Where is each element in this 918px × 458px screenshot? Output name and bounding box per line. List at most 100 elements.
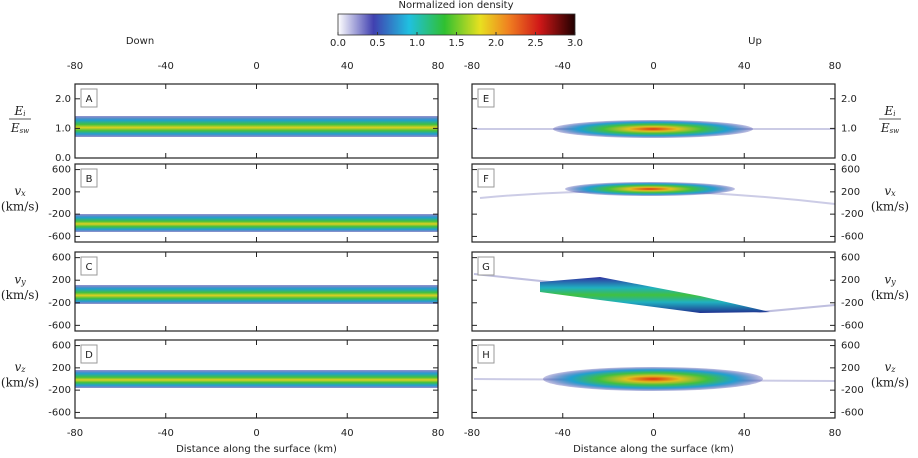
x-tick-label: -40 [555, 61, 571, 72]
panel-label: E [483, 94, 489, 105]
x-tick-label: -40 [158, 428, 174, 439]
density-band [75, 370, 438, 388]
y-label-symbol-text: v [884, 184, 891, 198]
x-tick-label: 0 [650, 428, 656, 439]
y-tick-label: 600 [841, 341, 860, 352]
y-label-denominator: Esw [880, 121, 899, 136]
y-label-numerator: Ei [13, 104, 25, 119]
y-tick-label: -600 [841, 407, 864, 418]
x-tick-label: -80 [464, 428, 480, 439]
y-tick-label: -600 [841, 231, 864, 242]
panel-label: G [482, 262, 490, 273]
x-tick-label: -80 [67, 428, 83, 439]
x-tick-label: -80 [464, 61, 480, 72]
density-band [75, 214, 438, 232]
y-label-subscript: z [20, 365, 26, 374]
y-label-unit: (km/s) [1, 376, 39, 390]
y-tick-label: -600 [48, 320, 71, 331]
y-label-denominator-sub: sw [890, 127, 900, 135]
y-tick-label: -600 [48, 231, 71, 242]
colorbar-tick-label: 0.5 [370, 38, 386, 49]
panel-label: F [483, 174, 489, 185]
y-label-denominator-sub: sw [20, 127, 30, 135]
panel-label-box [477, 88, 495, 108]
y-label-symbol: vy [884, 272, 896, 287]
panel-label-box [80, 88, 98, 108]
y-tick-label: 2.0 [841, 94, 857, 105]
panel-label-box [80, 168, 98, 188]
y-tick-label: 600 [841, 165, 860, 176]
panel-frame [471, 163, 836, 243]
x-tick-label: -80 [67, 61, 83, 72]
x-tick-label: -40 [158, 61, 174, 72]
colorbar [337, 13, 576, 36]
density-band [75, 116, 438, 137]
y-label-symbol-text: v [14, 272, 21, 286]
y-tick-label: 600 [52, 253, 71, 264]
x-tick-label: 80 [432, 428, 445, 439]
y-label-unit: (km/s) [1, 200, 39, 214]
x-tick-label: -40 [555, 428, 571, 439]
y-label-symbol-text: v [885, 360, 892, 374]
panel-label: H [482, 350, 490, 361]
x-tick-label: 40 [341, 428, 354, 439]
panel-label: D [85, 350, 93, 361]
y-label-symbol: vz [15, 360, 27, 375]
x-tick-label: 80 [432, 61, 445, 72]
y-tick-label: -200 [841, 385, 864, 396]
density-images [75, 116, 836, 391]
y-label-symbol: vx [14, 184, 26, 199]
y-label-unit: (km/s) [1, 288, 39, 302]
y-tick-label: 2.0 [55, 94, 71, 105]
y-tick-label: 600 [841, 253, 860, 264]
panel-label-box [80, 344, 98, 364]
y-tick-label: 0.0 [55, 153, 71, 164]
y-tick-label: 1.0 [841, 123, 857, 134]
y-tick-label: 600 [52, 165, 71, 176]
y-tick-label: 600 [52, 341, 71, 352]
panel-label: C [86, 262, 93, 273]
colorbar-tick-label: 2.5 [528, 38, 544, 49]
colorbar-tick-label: 1.0 [409, 38, 425, 49]
y-label-symbol: vx [884, 184, 896, 199]
y-tick-label: -600 [48, 407, 71, 418]
density-blob [565, 182, 735, 196]
y-tick-label: -200 [48, 385, 71, 396]
colorbar-tick-label: 0.0 [330, 38, 346, 49]
y-tick-label: 200 [841, 187, 860, 198]
x-tick-label: 40 [341, 61, 354, 72]
colorbar-tick-label: 1.5 [449, 38, 465, 49]
y-label-subscript: y [890, 278, 896, 287]
y-label-denominator: Esw [10, 121, 29, 136]
y-label-symbol-text: v [15, 360, 22, 374]
y-tick-label: -200 [841, 209, 864, 220]
y-tick-label: 1.0 [55, 123, 71, 134]
y-tick-label: -200 [841, 298, 864, 309]
y-label-symbol: vy [14, 272, 26, 287]
y-tick-label: 200 [52, 275, 71, 286]
y-tick-label: 200 [52, 363, 71, 374]
y-label-subscript: x [891, 189, 896, 198]
density-blob [553, 120, 753, 138]
panel-label-box [477, 344, 495, 364]
panel-label-box [477, 256, 495, 276]
y-label-symbol-text: v [14, 184, 21, 198]
y-tick-label: 200 [841, 363, 860, 374]
y-tick-label: -200 [48, 209, 71, 220]
y-tick-label: 200 [52, 187, 71, 198]
x-tick-label: 40 [738, 428, 751, 439]
x-axis-title: Distance along the surface (km) [573, 444, 734, 455]
x-tick-label: 0 [253, 428, 259, 439]
y-label-denominator-text: E [10, 121, 20, 135]
y-label-numerator-sub: i [893, 110, 895, 118]
y-label-numerator-sub: i [23, 110, 25, 118]
y-tick-label: -600 [841, 320, 864, 331]
column-title: Down [126, 36, 154, 47]
x-tick-label: 0 [650, 61, 656, 72]
density-blob [540, 277, 770, 313]
colorbar-tick-label: 2.0 [488, 38, 504, 49]
y-label-subscript: z [890, 365, 896, 374]
y-label-unit: (km/s) [871, 376, 909, 390]
y-label-numerator: Ei [883, 104, 895, 119]
